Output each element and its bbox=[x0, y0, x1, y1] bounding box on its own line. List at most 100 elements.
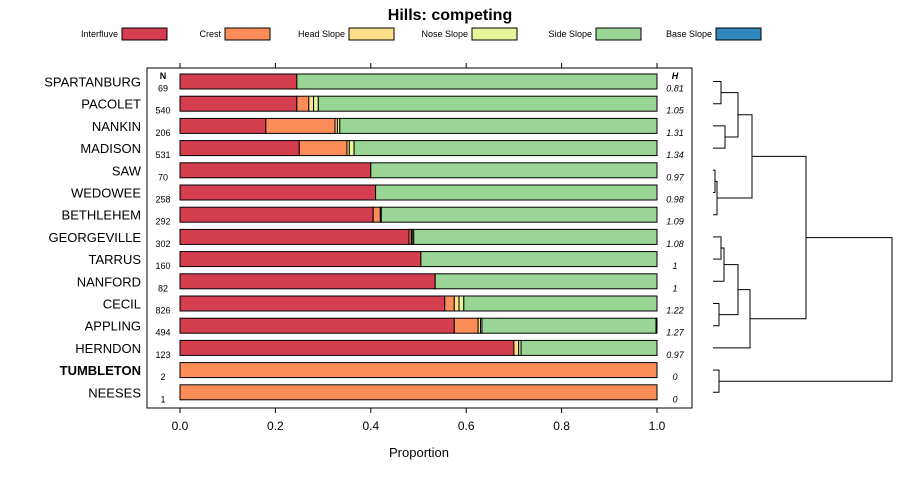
bar-segment bbox=[513, 339, 520, 356]
legend-label: Side Slope bbox=[548, 29, 592, 39]
dendrogram-branch bbox=[713, 236, 722, 260]
bar-segment bbox=[339, 117, 658, 134]
bar-row: NANKIN 206 1.31 bbox=[92, 117, 684, 138]
dendrogram-branch bbox=[713, 169, 716, 193]
bar-segment bbox=[179, 339, 515, 356]
chart-title: Hills: competing bbox=[388, 7, 512, 24]
legend-label: Head Slope bbox=[298, 29, 345, 39]
bar-segment bbox=[453, 295, 460, 312]
legend-swatch bbox=[348, 27, 395, 41]
bar-row: SPARTANBURG 69 0.81 bbox=[44, 73, 684, 94]
h-value: 0.81 bbox=[666, 84, 684, 94]
n-value: 82 bbox=[158, 283, 168, 293]
h-value: 1.08 bbox=[666, 239, 684, 249]
n-value: 70 bbox=[158, 172, 168, 182]
bar-segment bbox=[179, 73, 298, 90]
legend-label: Interfluve bbox=[81, 29, 118, 39]
row-label: NANKIN bbox=[92, 119, 141, 134]
bar-segment bbox=[179, 362, 658, 379]
bar-row: GEORGEVILLE 302 1.08 bbox=[49, 228, 684, 249]
n-value: 69 bbox=[158, 84, 168, 94]
bar-segment bbox=[413, 228, 658, 245]
legend-swatch bbox=[121, 27, 168, 41]
row-label: WEDOWEE bbox=[71, 186, 141, 201]
bar-row: APPLING 494 1.27 bbox=[85, 317, 685, 338]
bar-segment bbox=[463, 295, 658, 312]
bar-segment bbox=[308, 95, 315, 112]
bar-segment bbox=[353, 140, 658, 157]
row-label: CECIL bbox=[103, 297, 141, 312]
dendrogram bbox=[713, 81, 893, 393]
bar-segment bbox=[453, 317, 479, 334]
n-value: 206 bbox=[155, 128, 170, 138]
h-value: 0.97 bbox=[666, 350, 685, 360]
row-label: BETHLEHEM bbox=[62, 208, 141, 223]
bar-row: SAW 70 0.97 bbox=[112, 162, 685, 182]
bar-segment bbox=[375, 184, 658, 201]
h-value: 1.22 bbox=[666, 306, 684, 316]
bar-row: BETHLEHEM 292 1.09 bbox=[62, 206, 684, 227]
x-tick-label: 0.4 bbox=[362, 419, 379, 433]
bar-segment bbox=[372, 206, 381, 223]
row-label: TARRUS bbox=[89, 252, 142, 267]
n-column-header: N bbox=[160, 71, 167, 81]
n-value: 292 bbox=[155, 217, 170, 227]
bar-segment bbox=[380, 206, 658, 223]
h-value: 1 bbox=[672, 261, 677, 271]
x-tick-label: 1.0 bbox=[649, 419, 666, 433]
row-label: GEORGEVILLE bbox=[49, 230, 142, 245]
n-value: 302 bbox=[155, 239, 170, 249]
dendrogram-branch bbox=[713, 369, 720, 393]
bar-segment bbox=[179, 384, 658, 401]
row-label: PACOLET bbox=[81, 97, 141, 112]
dendrogram-branch bbox=[719, 264, 739, 316]
h-value: 1.09 bbox=[666, 217, 684, 227]
h-value: 1.27 bbox=[666, 328, 685, 338]
legend-swatch bbox=[715, 27, 762, 41]
bar-segment bbox=[179, 317, 455, 334]
bar-segment bbox=[265, 117, 336, 134]
legend-swatch bbox=[224, 27, 271, 41]
x-axis-title: Proportion bbox=[389, 445, 449, 460]
legend-label: Nose Slope bbox=[421, 29, 468, 39]
bar-row: MADISON 531 1.34 bbox=[80, 140, 684, 160]
dendrogram-branch bbox=[713, 303, 720, 327]
bar-segment bbox=[179, 162, 372, 179]
n-value: 826 bbox=[155, 306, 170, 316]
row-label: MADISON bbox=[80, 141, 141, 156]
plot-frame bbox=[146, 67, 693, 409]
row-label: SAW bbox=[112, 163, 142, 178]
h-value: 1.05 bbox=[666, 106, 685, 116]
bar-row: TARRUS 160 1 bbox=[89, 251, 678, 271]
legend-swatch bbox=[595, 27, 642, 41]
row-label: NEESES bbox=[88, 385, 141, 400]
row-label: SPARTANBURG bbox=[44, 75, 141, 90]
n-value: 540 bbox=[155, 106, 170, 116]
bar-segment bbox=[179, 228, 410, 245]
bar-segment bbox=[179, 273, 436, 290]
bar-row: NANFORD 82 1 bbox=[77, 273, 678, 293]
bar-segment bbox=[179, 295, 446, 312]
bar-segment bbox=[434, 273, 658, 290]
bar-row: PACOLET 540 1.05 bbox=[81, 95, 685, 116]
bar-segment bbox=[179, 95, 298, 112]
dendrogram-branch bbox=[717, 114, 753, 199]
bar-row: HERNDON 123 0.97 bbox=[75, 339, 685, 360]
bar-segment bbox=[179, 184, 377, 201]
dendrogram-branch bbox=[713, 125, 726, 149]
h-value: 1 bbox=[672, 283, 677, 293]
bar-segment bbox=[313, 95, 319, 112]
h-value: 0.97 bbox=[666, 172, 685, 182]
n-value: 258 bbox=[155, 195, 170, 205]
x-tick-label: 0.2 bbox=[267, 419, 284, 433]
x-axis: 0.0 0.2 0.4 0.6 0.8 1.0 bbox=[172, 63, 666, 433]
row-label: TUMBLETON bbox=[60, 363, 141, 378]
bar-segment bbox=[655, 317, 658, 334]
legend-swatch bbox=[471, 27, 518, 41]
h-value: 0 bbox=[672, 394, 677, 404]
bar-segment bbox=[348, 140, 355, 157]
bar-segment bbox=[520, 339, 658, 356]
h-column-header: H bbox=[672, 71, 679, 81]
bar-segment bbox=[458, 295, 465, 312]
